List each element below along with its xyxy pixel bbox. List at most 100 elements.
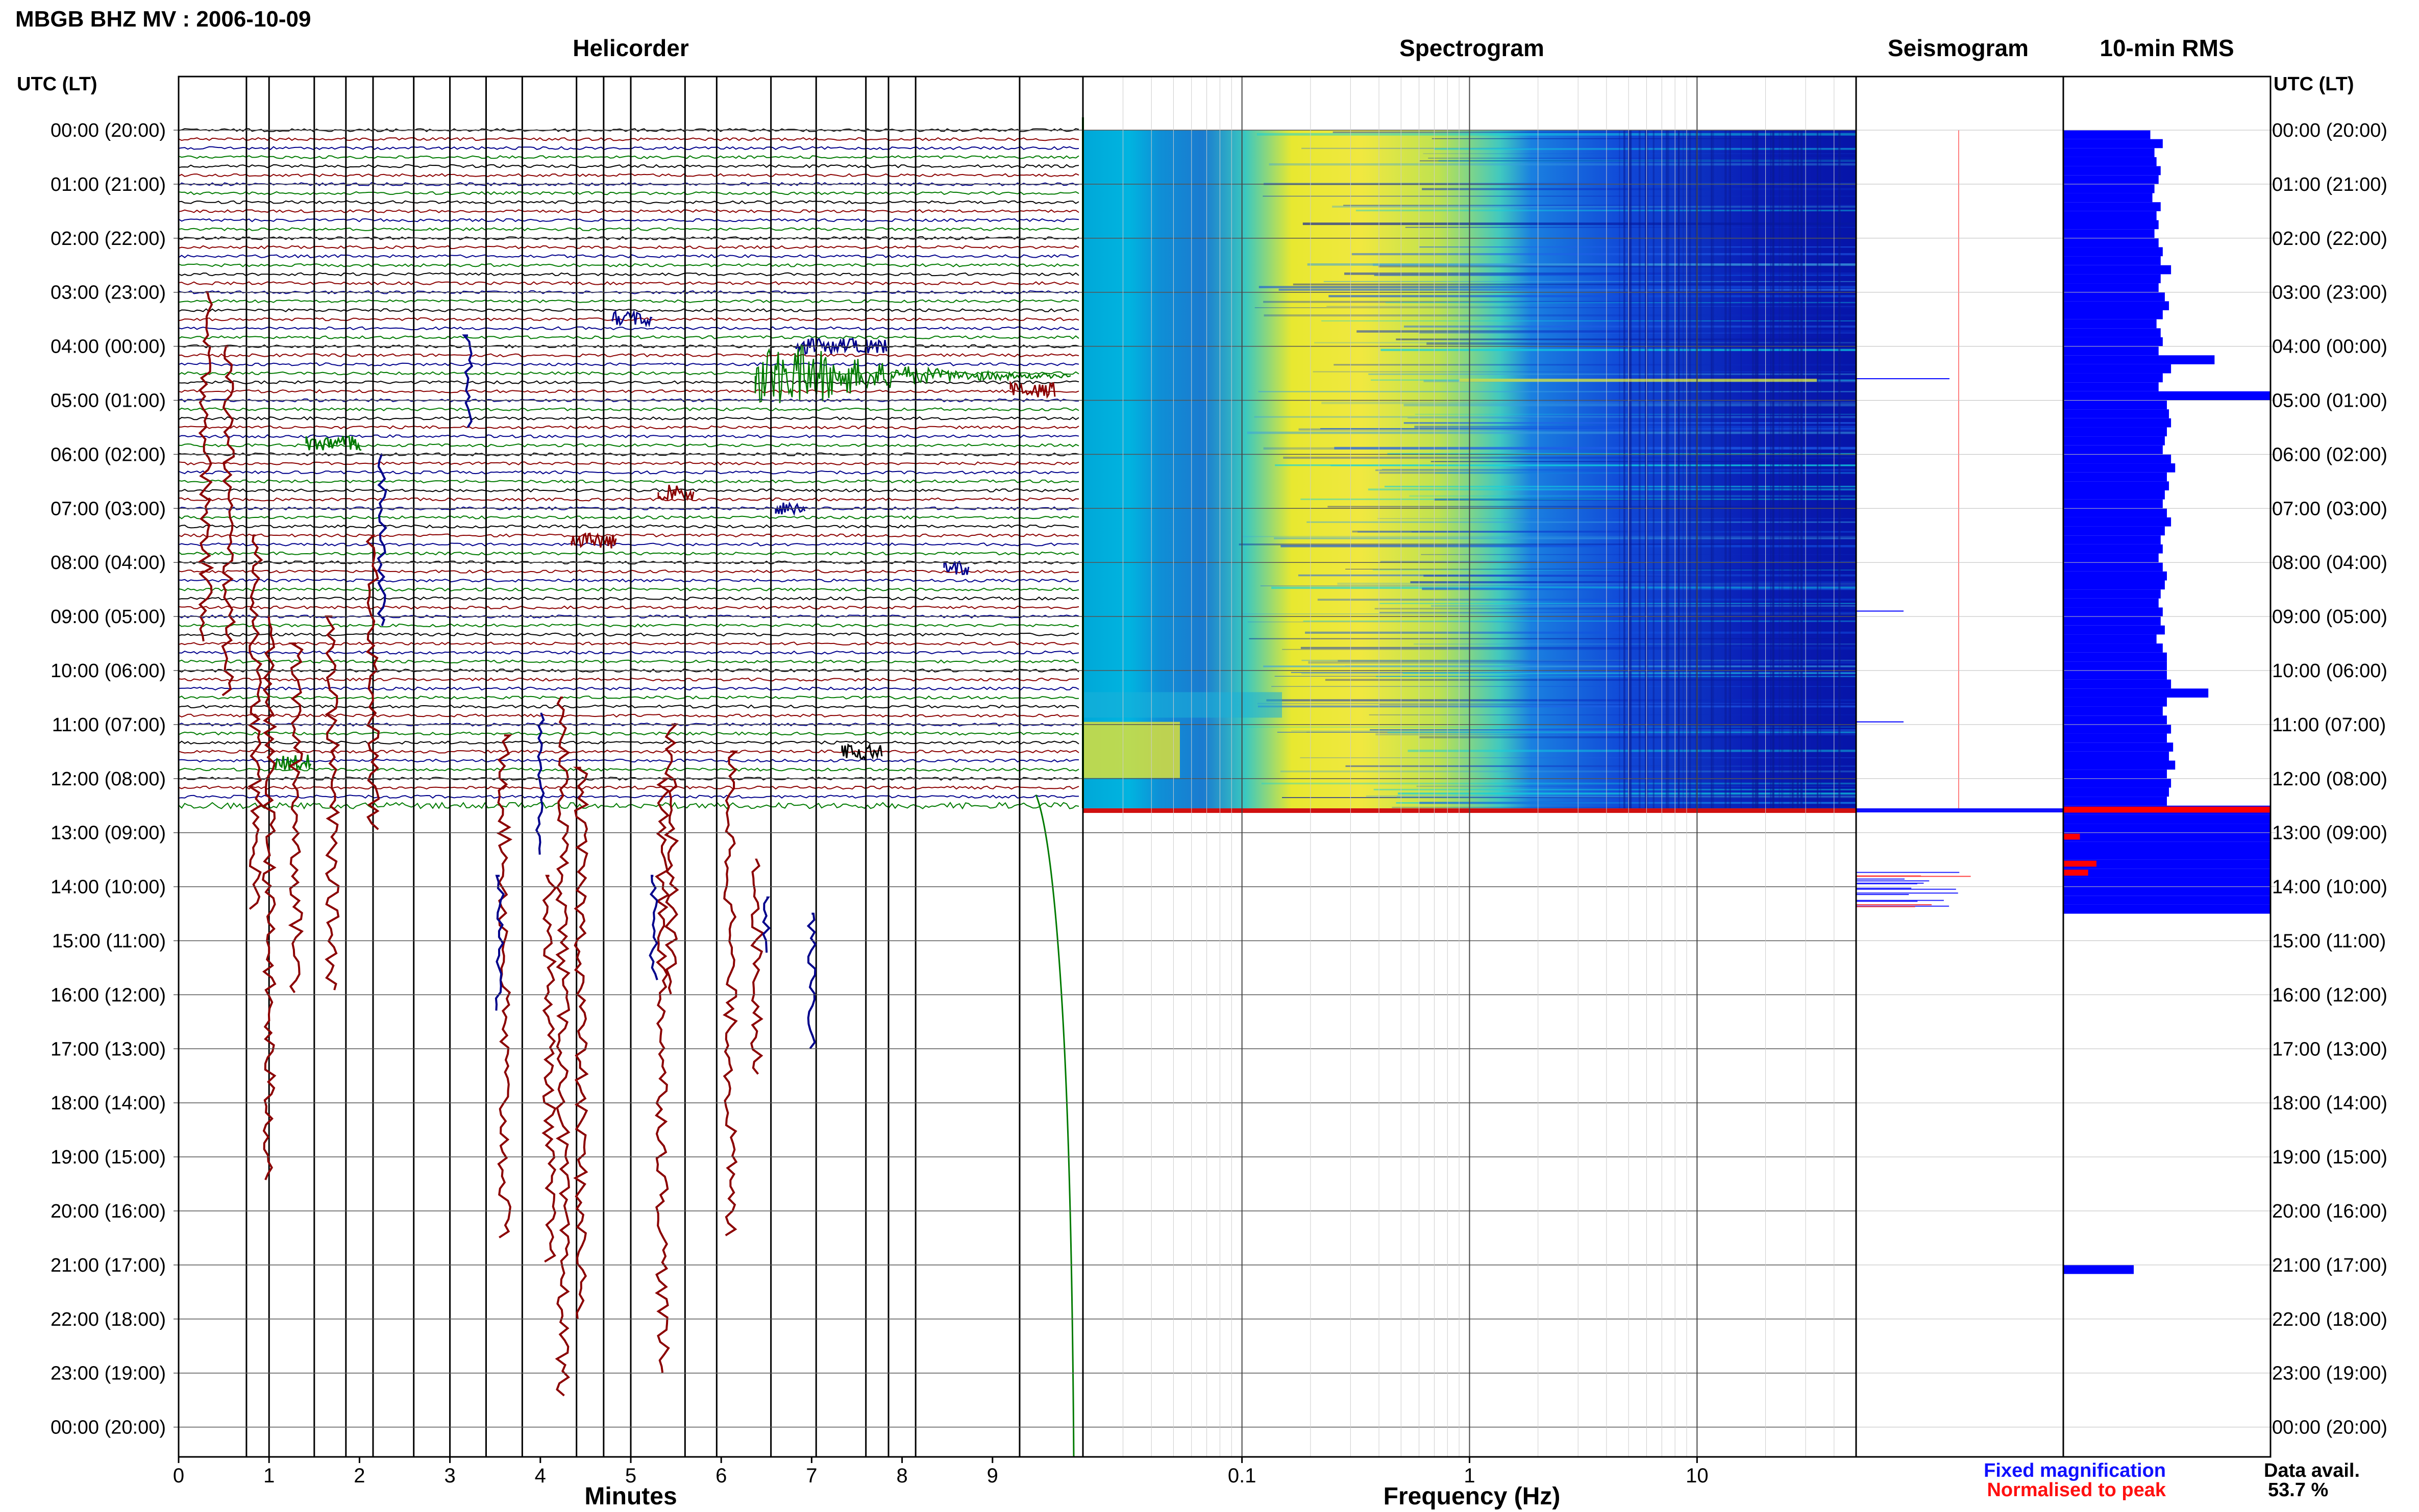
rms-bar [2063, 571, 2167, 581]
spectrogram-stripe [1258, 286, 1856, 288]
rms-bar [2063, 851, 2270, 860]
helicorder-trace [178, 605, 1079, 610]
spectrogram-stripe [1261, 782, 1856, 785]
spectrogram-stripe [1369, 714, 1856, 715]
spectrogram-stripe [1241, 613, 1856, 615]
spectrogram-stripe [1330, 465, 1856, 466]
rms-bar [2063, 797, 2167, 806]
hour-label-right: 20:00 (16:00) [2272, 1201, 2387, 1222]
helicorder-red-spike [541, 875, 557, 1263]
spectrogram-column [1645, 130, 1647, 809]
helicorder-burst [943, 560, 970, 576]
spectrogram-column [1751, 130, 1755, 809]
helicorder-trace [178, 200, 1079, 205]
spectrogram-stripe [1314, 342, 1856, 343]
spectrogram-stripe [1344, 272, 1856, 275]
rms-bar [2063, 364, 2171, 374]
helicorder-trace [178, 749, 1079, 754]
rms-bar [2063, 427, 2167, 437]
hour-label-left: 00:00 (20:00) [51, 120, 166, 141]
rms-bar [2063, 715, 2167, 725]
spectrogram-stripe [1397, 796, 1856, 798]
helicorder-trace [178, 801, 1079, 810]
spectrogram-stripe [1300, 647, 1856, 649]
hour-label-left: 15:00 (11:00) [52, 931, 166, 952]
spectrogram-stripe [1293, 283, 1856, 286]
rms-bar [2063, 544, 2163, 554]
helicorder-trace [178, 443, 1079, 448]
rms-bar [2063, 175, 2159, 184]
rms-bar [2063, 490, 2165, 500]
helicorder-trace [178, 542, 1079, 547]
spectrogram-stripe [1374, 275, 1856, 276]
hour-label-right: 21:00 (17:00) [2272, 1255, 2387, 1276]
spectrogram-column [1695, 130, 1697, 809]
rms-bar [2063, 247, 2163, 257]
spectrogram-stripe [1263, 301, 1856, 303]
rms-bars [2063, 130, 2270, 1274]
spectrogram-stripe [1408, 750, 1856, 752]
helicorder-trace [178, 578, 1079, 583]
spectrogram-stripe [1377, 518, 1856, 519]
rms-bar [2063, 391, 2270, 401]
helicorder-blue-spike [762, 896, 771, 953]
helicorder-red-spike [365, 534, 380, 830]
hour-label-left: 02:00 (22:00) [51, 228, 166, 250]
rms-bar [2063, 301, 2169, 310]
helicorder-blue-spike [377, 453, 387, 627]
helicorder-trace [178, 704, 1079, 709]
spectrogram-stripe [1355, 209, 1856, 212]
minute-tick-label: 2 [354, 1465, 365, 1487]
rms-bar [2063, 499, 2163, 509]
helicorder-trace [178, 299, 1079, 304]
spectrogram-stripe [1258, 391, 1856, 392]
rms-bar [2063, 742, 2174, 752]
spectrogram-stripe [1423, 575, 1856, 577]
minute-tick-label: 7 [806, 1465, 817, 1487]
spectrogram-stripe [1291, 672, 1856, 673]
rms-bar [2063, 869, 2270, 878]
spectrogram-stripe [1396, 338, 1856, 340]
spectrogram-stripe [1271, 686, 1856, 687]
spectrogram-stripe [1301, 659, 1856, 661]
helicorder-red-spike [221, 345, 236, 697]
rms-bar [2063, 634, 2157, 644]
helicorder-burst [657, 484, 695, 501]
hour-label-left: 20:00 (16:00) [51, 1201, 166, 1222]
helicorder-trace [178, 326, 1079, 331]
spectrogram-column [1711, 130, 1712, 809]
helicorder-trace [178, 164, 1079, 168]
rms-bar [2063, 463, 2176, 473]
spectrogram-stripe [1419, 802, 1856, 804]
spectrogram-stripe [1269, 163, 1856, 166]
hour-label-right: 22:00 (18:00) [2272, 1309, 2387, 1330]
spectrogram-lowfreq-band [1083, 692, 1282, 718]
hour-label-right: 01:00 (21:00) [2272, 174, 2387, 195]
helicorder-trace [178, 137, 1079, 141]
spectrogram-stripe [1338, 660, 1856, 662]
rms-bar [2063, 697, 2167, 707]
helicorder-trace [178, 272, 1079, 277]
hour-label-right: 00:00 (20:00) [2272, 1417, 2387, 1439]
helicorder-red-spike [325, 615, 340, 990]
spectrogram-column [1627, 130, 1630, 809]
helicorder-trace [178, 795, 1079, 799]
spectrogram-stripe [1368, 488, 1856, 491]
utc-header-right: UTC (LT) [2274, 73, 2354, 95]
figure-title: MBGB BHZ MV : 2006-10-09 [15, 7, 311, 32]
spectrogram-column [1781, 130, 1784, 809]
helicorder-trace [178, 146, 1079, 151]
spectrogram-stripe [1426, 342, 1856, 345]
spectrogram-stripe [1379, 612, 1856, 613]
spectrogram-lowfreq-event [1083, 722, 1180, 778]
spectrogram-column [1838, 130, 1841, 809]
spectrogram-stripe [1422, 188, 1856, 190]
spectrogram-stripe [1278, 288, 1856, 291]
spectrogram-stripe [1402, 672, 1856, 674]
spectrogram-column [1800, 130, 1803, 809]
helicorder-trace [178, 686, 1079, 691]
spectrogram-stripe [1282, 797, 1856, 798]
rms-bar [2063, 877, 2270, 887]
spectrogram-stripe [1380, 349, 1856, 351]
spectrogram-stripe [1422, 587, 1856, 590]
